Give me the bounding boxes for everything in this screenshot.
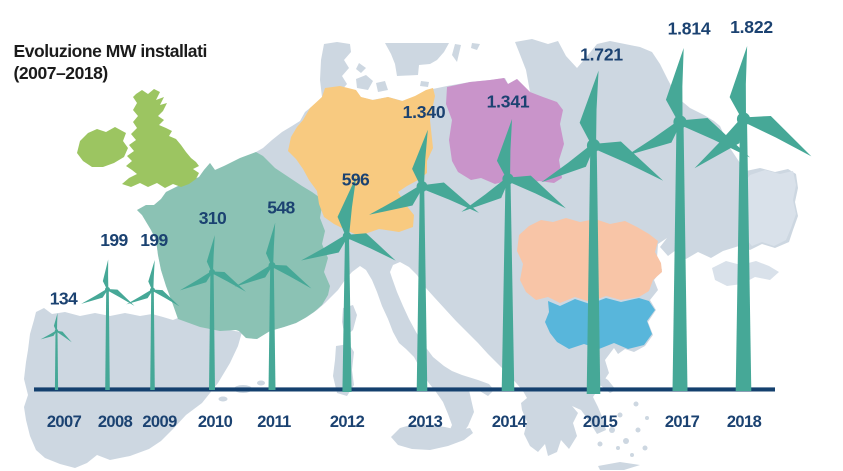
svg-text:2017: 2017 [665,413,700,431]
svg-text:2009: 2009 [142,413,177,431]
svg-text:134: 134 [50,289,78,309]
svg-text:1.721: 1.721 [580,45,623,65]
svg-text:2010: 2010 [198,413,233,431]
svg-text:199: 199 [100,230,128,250]
svg-text:2018: 2018 [727,413,762,431]
svg-text:199: 199 [140,230,168,250]
svg-text:(2007–2018): (2007–2018) [14,63,108,83]
svg-text:1.814: 1.814 [668,19,711,39]
svg-text:Evoluzione MW installati: Evoluzione MW installati [14,41,207,61]
svg-text:548: 548 [267,198,295,218]
svg-text:2012: 2012 [330,413,365,431]
svg-text:2013: 2013 [408,413,443,431]
svg-text:1.340: 1.340 [403,102,446,122]
svg-text:2011: 2011 [257,413,291,431]
svg-text:310: 310 [199,208,227,228]
svg-text:2007: 2007 [47,413,82,431]
svg-text:2014: 2014 [492,413,528,431]
svg-text:2015: 2015 [583,413,618,431]
svg-text:1.341: 1.341 [487,92,530,112]
svg-text:2008: 2008 [98,413,133,431]
svg-text:1.822: 1.822 [730,17,773,37]
svg-text:596: 596 [342,170,370,190]
